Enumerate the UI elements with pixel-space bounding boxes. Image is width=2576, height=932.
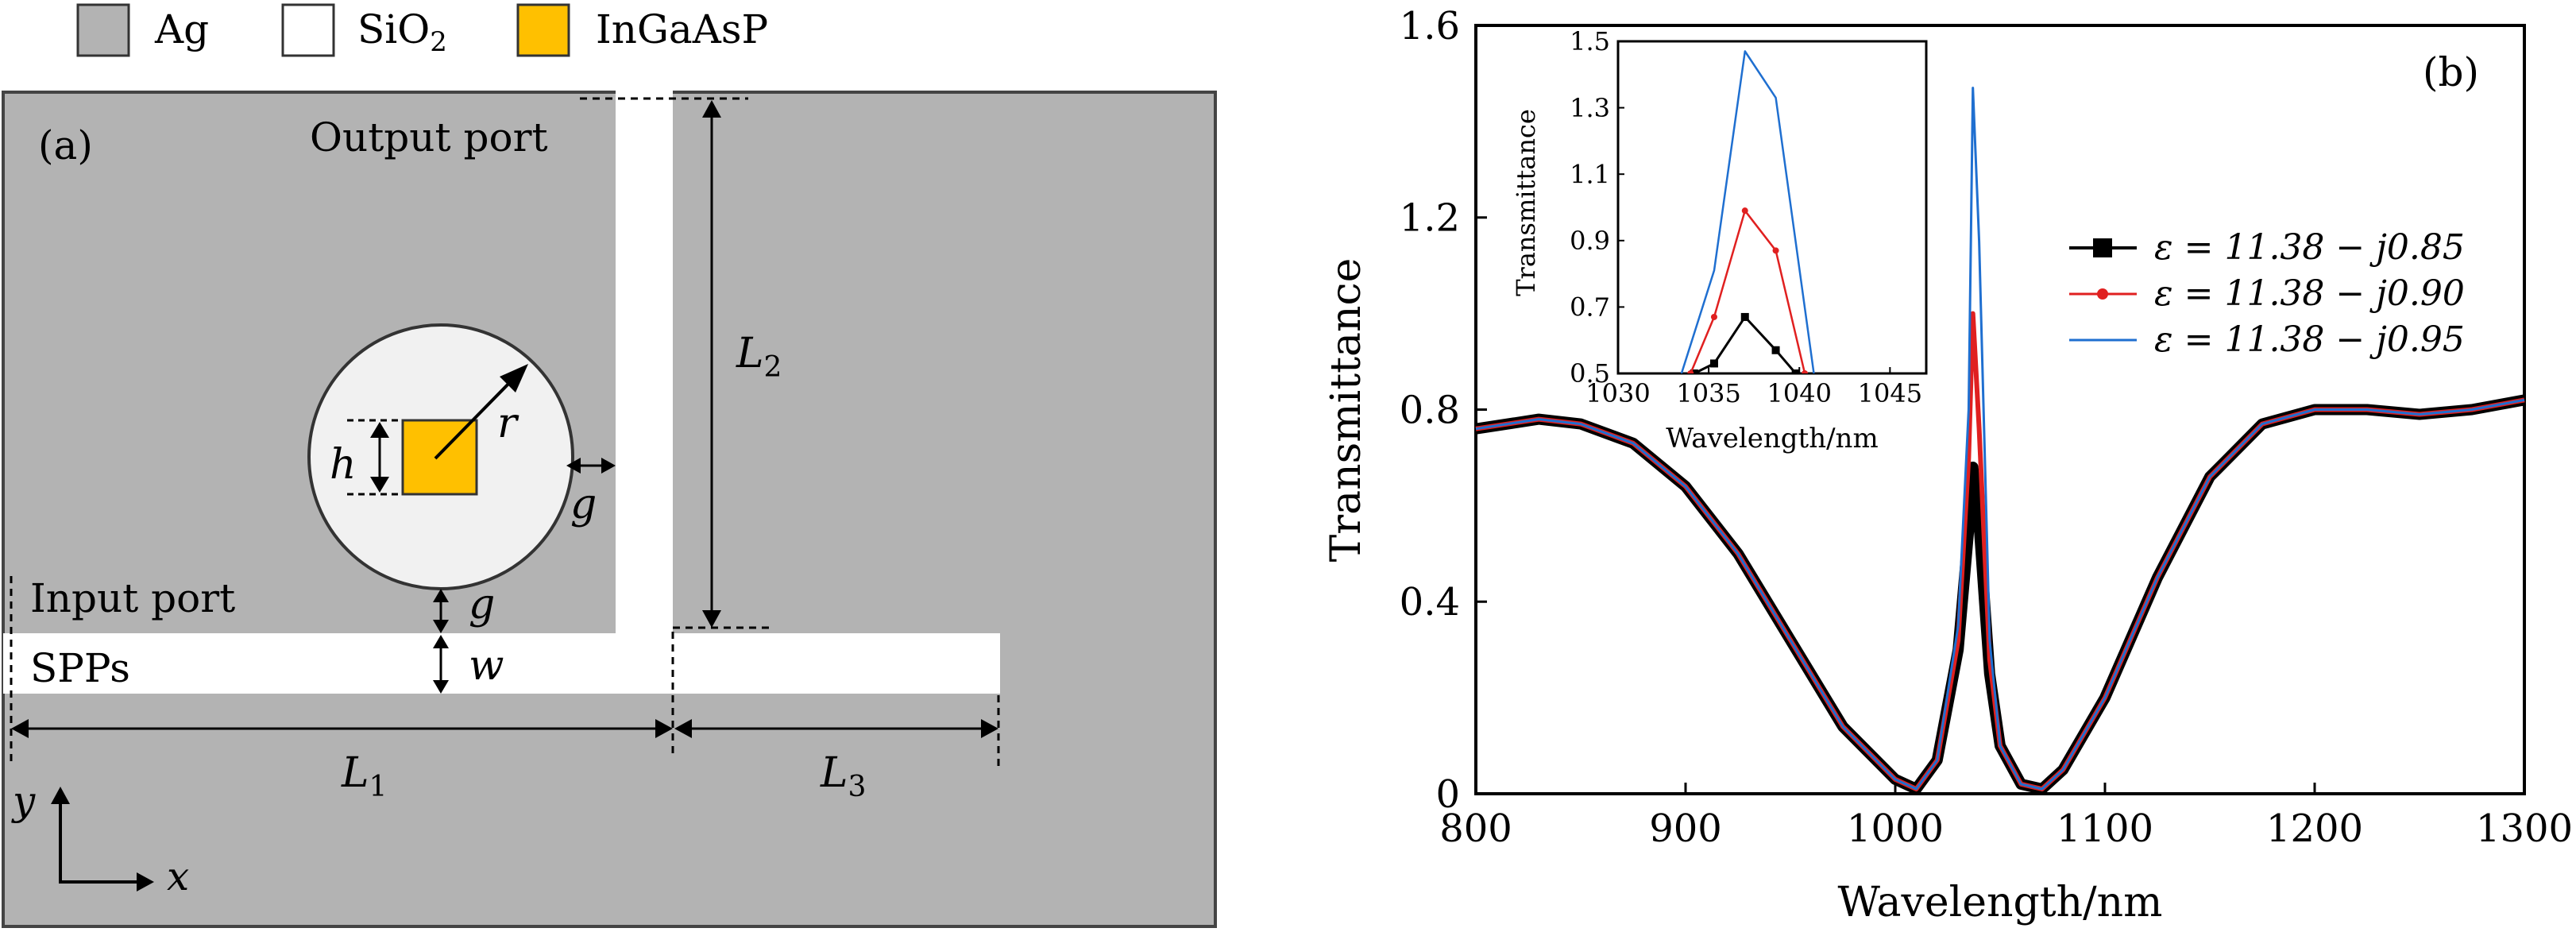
radius-arrow [434, 376, 516, 460]
legend-label-j095: ε = 11.38 − j0.95 [2154, 319, 2465, 360]
spps-label: SPPs [30, 645, 130, 691]
g-bottom-arrowhead-top [433, 589, 449, 602]
silver-substrate [2, 91, 1217, 928]
y-tick-label: 0.4 [1400, 580, 1460, 625]
x-tick-label: 800 [1439, 806, 1512, 851]
y-tick-label: 0.5 [1570, 358, 1610, 389]
y-tick-label: 0.7 [1570, 292, 1610, 323]
inset-y-axis-title: Transmittance [1511, 109, 1541, 296]
data-point [1740, 312, 1749, 321]
legend-swatch-ag [76, 3, 130, 57]
legend-label-j085: ε = 11.38 − j0.85 [2154, 227, 2465, 268]
data-point [1791, 369, 1800, 373]
y-tick-label: 0 [1435, 772, 1460, 817]
x-tick-label: 1035 [1676, 378, 1740, 408]
legend-marker-j090 [2097, 288, 2108, 300]
x-tick-label: 1200 [2266, 806, 2363, 851]
inset-chart: 1030 1035 1040 1045 0.5 0.7 0.9 1.1 1.3 1.5 Wavel… [1511, 26, 1928, 454]
legend-swatch-sio2 [281, 3, 335, 57]
w-arrowhead-top [433, 635, 449, 648]
x-axis-arrowhead [137, 872, 154, 891]
l1-arrowhead-right [655, 719, 673, 738]
h-arrowhead-top [370, 422, 389, 438]
r-label: r [497, 400, 519, 447]
series-line-2 [1680, 50, 1815, 373]
l3-arrowhead-left [674, 719, 692, 738]
inset-series [1680, 50, 1815, 373]
data-point [1710, 313, 1717, 320]
data-point [1772, 247, 1779, 254]
y-tick-label: 0.8 [1400, 388, 1460, 432]
x-axis-label: x [167, 853, 189, 899]
x-tick-label: 1100 [2057, 806, 2153, 851]
data-point [1771, 346, 1780, 354]
l2-label: L2 [736, 330, 782, 384]
main-legend: ε = 11.38 − j0.85 ε = 11.38 − j0.90 ε = … [2069, 227, 2465, 360]
main-y-axis-title: Transmittance [1323, 258, 1370, 563]
y-axis-label: y [11, 778, 36, 824]
radius-arrowhead [500, 364, 528, 393]
inset-x-axis-title: Wavelength/nm [1666, 423, 1878, 454]
legend-label-ag: Ag [154, 6, 209, 52]
g-right-arrowhead-left [566, 458, 581, 474]
l1-label: L1 [341, 749, 387, 803]
x-tick-label: 1000 [1847, 806, 1944, 851]
data-point [1802, 370, 1809, 373]
y-axis-arrowhead [51, 787, 70, 804]
h-arrowhead-bottom [370, 477, 389, 493]
input-port-label: Input port [30, 575, 235, 621]
series-line-2 [1475, 87, 2525, 791]
bus-waveguide [3, 633, 1000, 694]
w-label: w [469, 642, 504, 690]
panel-a: Ag SiO2 InGaAsP [2, 3, 1217, 928]
h-label: h [330, 441, 357, 489]
data-point [1690, 369, 1698, 373]
data-point [1741, 207, 1748, 215]
y-tick-label: 1.2 [1400, 196, 1460, 241]
y-tick-label: 1.5 [1570, 26, 1610, 56]
h-dimension [347, 419, 403, 496]
y-tick-label: 1.3 [1570, 93, 1610, 123]
x-tick-label: 1300 [2476, 806, 2573, 851]
legend-label-ingaasp: InGaAsP [596, 6, 768, 52]
main-series [1474, 87, 2526, 795]
ingaasp-core [401, 419, 478, 496]
panel-a-label: (a) [38, 122, 93, 168]
legend-marker-j085 [2093, 238, 2112, 257]
main-ticks: 800 900 1000 1100 1200 1300 0 0.4 0.8 1.2 1.6 [1400, 4, 2573, 851]
inset-plot-frame [1616, 40, 1928, 375]
main-x-axis-title: Wavelength/nm [1838, 879, 2163, 926]
panel-b-label: (b) [2423, 49, 2479, 95]
x-tick-label: 900 [1649, 806, 1722, 851]
boundary-dashes [10, 97, 1000, 767]
x-tick-label: 1030 [1585, 378, 1650, 408]
l3-label: L3 [820, 749, 866, 803]
x-tick-label: 1040 [1767, 378, 1832, 408]
y-tick-label: 1.1 [1570, 159, 1610, 189]
x-tick-label: 1045 [1858, 378, 1922, 408]
g-right-label: g [570, 481, 597, 528]
output-waveguide [616, 91, 673, 635]
output-port-label: Output port [310, 114, 548, 160]
legend-label-sio2: SiO2 [357, 6, 447, 58]
w-arrowhead-bottom [433, 680, 449, 694]
g-bottom-label: g [469, 581, 495, 628]
l3-arrowhead-right [981, 719, 998, 738]
legend-label-j090: ε = 11.38 − j0.90 [2154, 273, 2465, 314]
l1-arrowhead-left [11, 719, 29, 738]
y-tick-label: 0.9 [1570, 226, 1610, 256]
y-tick-label: 1.6 [1400, 4, 1460, 48]
l2-arrowhead-bottom [702, 610, 721, 628]
l2-arrowhead-top [702, 100, 721, 118]
inset-ticks: 1030 1035 1040 1045 0.5 0.7 0.9 1.1 1.3 1.5 [1570, 26, 1922, 408]
data-point [1709, 359, 1718, 368]
g-bottom-arrowhead-bottom [433, 620, 449, 633]
legend-swatch-ingaasp [516, 3, 570, 57]
data-point [1687, 370, 1694, 373]
g-right-arrowhead-right [601, 458, 616, 474]
